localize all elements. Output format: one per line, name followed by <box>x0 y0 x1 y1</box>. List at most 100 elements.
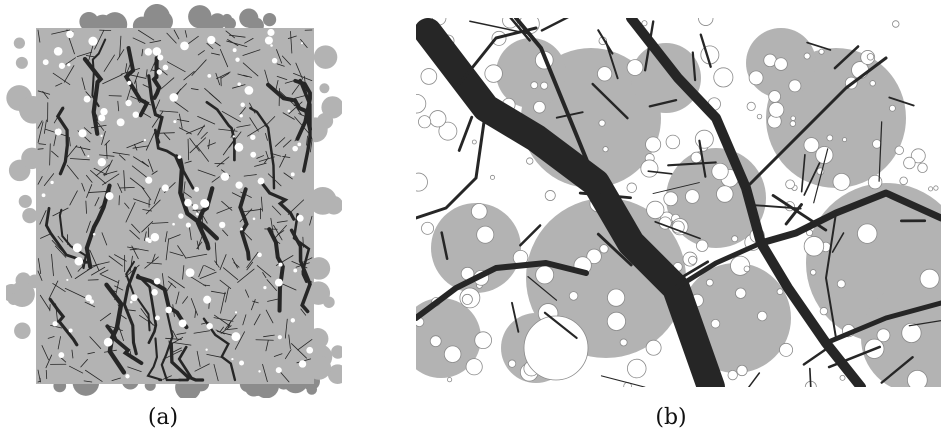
pore <box>52 321 58 327</box>
force-chain-thin <box>242 49 261 56</box>
small-grain <box>645 339 662 356</box>
force-chain-thin <box>141 186 152 201</box>
force-chain-thin <box>222 229 229 237</box>
force-chain-thin <box>309 215 313 226</box>
force-chain-thin <box>99 312 112 322</box>
pore <box>235 181 243 189</box>
packing-interior <box>36 28 314 384</box>
force-chain-thin <box>827 345 881 369</box>
small-grain <box>910 148 926 164</box>
force-chain-thin <box>643 20 655 72</box>
force-chain-thin <box>165 238 170 261</box>
pore <box>270 44 273 47</box>
force-chain-thin <box>878 121 883 182</box>
force-chain-thin <box>160 77 175 90</box>
force-chain-thin <box>175 83 187 96</box>
small-grain <box>746 101 756 111</box>
force-chain-thin <box>214 314 231 327</box>
pore <box>66 30 74 39</box>
small-grain <box>685 189 700 204</box>
force-chain-thin <box>173 29 180 40</box>
pore <box>267 28 275 37</box>
force-chain-thin <box>102 74 123 85</box>
force-chain <box>744 56 888 190</box>
small-grain <box>743 265 751 273</box>
small-grain <box>889 104 896 112</box>
pore <box>100 134 103 138</box>
small-grain <box>819 307 829 316</box>
force-chain-thin <box>265 309 274 324</box>
force-chain-thin <box>266 279 277 291</box>
small-grain <box>474 331 492 350</box>
white-grain <box>523 315 589 381</box>
force-chain-thin <box>168 280 177 289</box>
force-chain-thin <box>283 172 293 180</box>
force-chain-thin <box>143 231 147 241</box>
force-chain-thin <box>132 145 149 149</box>
small-grain <box>872 139 882 149</box>
pore <box>244 86 254 95</box>
force-chain-thin <box>151 222 169 224</box>
small-grain <box>533 100 546 114</box>
pore <box>78 129 87 138</box>
force-chain-thin <box>279 154 287 168</box>
force-chain-thin <box>84 301 96 308</box>
force-chain-thin <box>114 285 124 291</box>
force-chain-thin <box>164 231 168 243</box>
pore <box>297 142 302 147</box>
force-chain-thin <box>131 165 147 178</box>
pore <box>205 348 208 351</box>
small-grain <box>716 185 734 203</box>
force-chain-thin <box>74 267 92 280</box>
pore <box>185 222 191 228</box>
force-chain-thin <box>81 77 86 91</box>
pore <box>145 237 150 242</box>
force-chain-thin <box>291 83 300 95</box>
force-chain-thin <box>300 39 308 48</box>
force-chain-thin <box>51 150 59 158</box>
force-chain-thin <box>173 100 189 112</box>
small-grain <box>471 139 477 145</box>
force-chain-thin <box>90 170 107 184</box>
force-chain-strong <box>58 208 87 270</box>
small-grain <box>768 101 785 118</box>
force-chain-strong <box>146 337 163 382</box>
force-chain-thin <box>833 45 860 70</box>
pore <box>240 102 245 107</box>
force-chain-thin <box>213 317 234 322</box>
force-chain-thin <box>165 337 182 340</box>
force-chain-thin <box>222 139 235 156</box>
pore <box>192 203 199 210</box>
force-chain-thin <box>37 380 41 383</box>
force-chain-thin <box>168 234 181 240</box>
force-chain-thin <box>803 162 821 196</box>
boundary-grain <box>18 194 32 208</box>
force-chain-thin <box>698 139 707 178</box>
boundary-grain <box>14 322 31 340</box>
pore <box>234 142 244 152</box>
force-chain-thin <box>63 65 75 83</box>
pore <box>219 221 226 229</box>
force-chain-thin <box>141 221 154 233</box>
force-chain-thin <box>219 326 224 333</box>
force-chain-strong <box>153 128 195 190</box>
force-chain-thin <box>677 260 710 281</box>
pore <box>237 82 241 86</box>
force-chain-thin <box>233 262 240 268</box>
force-chain-thin <box>140 308 154 326</box>
force-chain-thin <box>138 29 155 41</box>
force-chain-thin <box>213 364 219 382</box>
force-chain-thin <box>176 119 190 122</box>
pores <box>41 28 314 379</box>
pore <box>275 367 282 374</box>
force-chain-thin <box>888 96 915 107</box>
force-chain-thin <box>43 119 47 134</box>
pore <box>250 134 256 140</box>
boundary-grain <box>306 384 318 395</box>
force-chain-thin <box>647 170 673 175</box>
force-chain-thin <box>220 72 230 79</box>
force-chain-thin <box>117 100 120 112</box>
pore <box>83 95 91 103</box>
pore <box>125 99 132 107</box>
force-chain-thin <box>75 146 91 151</box>
